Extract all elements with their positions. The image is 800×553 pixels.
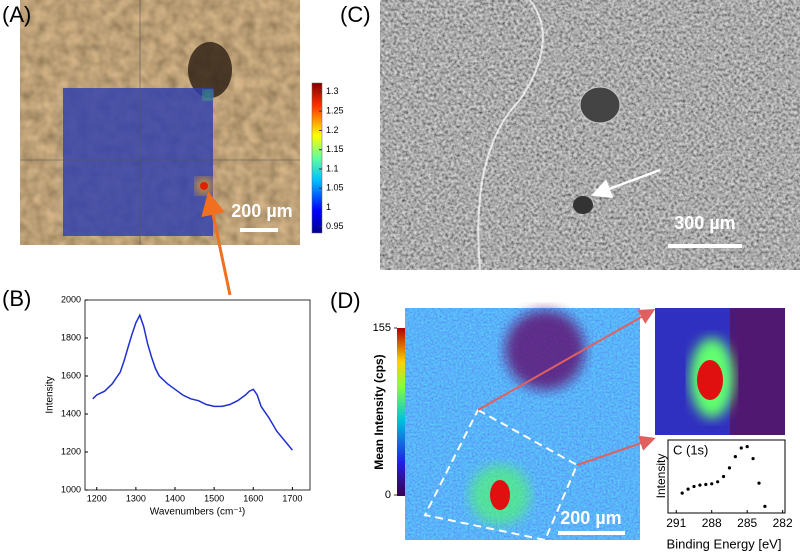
y-axis-label: Intensity (654, 454, 668, 499)
y-tick-label: 1800 (61, 332, 81, 342)
data-point (692, 484, 696, 489)
data-point (698, 483, 702, 487)
plot-frame (667, 439, 786, 514)
optical-image (20, 0, 300, 245)
colorbar-tick-label: 1.1 (326, 163, 339, 173)
y-tick-label: 1000 (61, 484, 81, 494)
y-tick-label: 1200 (61, 446, 81, 456)
x-tick-label: 1400 (165, 493, 185, 503)
colorbar-tick-label: 1.05 (326, 183, 344, 193)
annotation: C (1s) (673, 442, 708, 457)
colorbar (311, 82, 323, 234)
x-tick-label: 1600 (243, 493, 263, 503)
colorbar-tick-label: 1.15 (326, 144, 344, 154)
x-tick-label: 1200 (87, 493, 107, 503)
colorbar-title: Mean Intensity (cps) (372, 354, 386, 469)
colorbar-tick-label: 1.2 (326, 125, 339, 135)
plot-frame (84, 299, 311, 491)
y-tick-label: 1600 (61, 370, 81, 380)
data-point (745, 445, 749, 449)
panel-label: (B) (2, 286, 31, 311)
colorbar-tick-label: 155 (373, 322, 391, 334)
data-point (686, 487, 690, 491)
x-axis-label: Binding Energy [eV] (667, 536, 782, 551)
data-point (739, 446, 743, 450)
panel-label: (C) (340, 2, 371, 27)
x-axis-label: Wavenumbers (cm⁻¹) (150, 507, 245, 518)
data-point (751, 456, 755, 461)
xps-map (405, 308, 640, 542)
data-point (763, 504, 767, 508)
data-point (704, 482, 708, 487)
x-tick-label: 1300 (126, 493, 146, 503)
y-axis-label: Intensity (45, 376, 56, 413)
data-point (721, 474, 726, 479)
data-point (757, 481, 761, 485)
data-point (733, 454, 737, 459)
x-tick-label: 1500 (204, 493, 224, 503)
arrow (201, 191, 232, 296)
xps-inset-map (655, 308, 785, 435)
y-tick-label: 2000 (61, 294, 81, 304)
y-tick-label: 1400 (61, 408, 81, 418)
sem-image (380, 0, 800, 271)
x-tick-label: 288 (702, 516, 722, 530)
colorbar-tick-label: 1 (326, 202, 331, 212)
colorbar-tick-label: 0 (385, 489, 391, 501)
x-tick-label: 1700 (282, 493, 302, 503)
panel-label: (D) (330, 288, 361, 313)
x-tick-label: 282 (773, 516, 793, 530)
colorbar-tick-label: 1.25 (326, 106, 344, 116)
data-point (680, 491, 684, 495)
data-point (727, 466, 732, 470)
scale-bar-label: 300 µm (674, 213, 735, 233)
x-tick-label: 285 (737, 516, 757, 530)
spectrum-line (92, 313, 293, 451)
colorbar-tick-label: 1.3 (326, 86, 339, 96)
x-tick-label: 291 (666, 516, 686, 530)
scale-bar-label: 200 µm (231, 201, 292, 221)
panel-label: (A) (2, 2, 31, 27)
colorbar (397, 328, 405, 496)
scale-bar-label: 200 µm (560, 508, 621, 528)
colorbar-tick-label: 0.95 (326, 221, 344, 231)
data-point (716, 480, 720, 484)
data-point (710, 482, 714, 486)
